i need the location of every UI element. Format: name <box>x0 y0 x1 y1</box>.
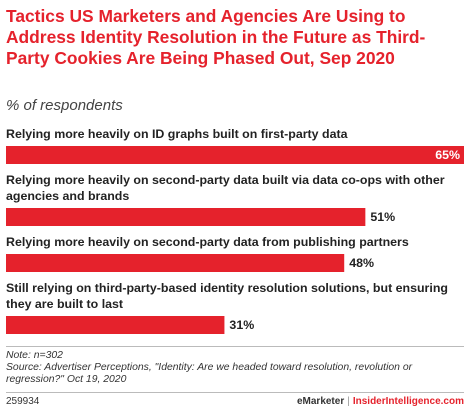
brand-insider: InsiderIntelligence.com <box>352 396 464 407</box>
category-label-2-line-2: agencies and brands <box>6 189 129 203</box>
category-label-3: Relying more heavily on second-party dat… <box>6 235 409 249</box>
bar-1 <box>6 146 464 164</box>
brand-logo: eMarketer | InsiderIntelligence.com <box>297 396 464 407</box>
category-label-2-line-1: Relying more heavily on second-party dat… <box>6 173 445 187</box>
note-text: Note: n=302 <box>6 350 63 361</box>
chart-subtitle: % of respondents <box>6 97 123 114</box>
bar-2 <box>6 208 366 226</box>
chart-notes: Note: n=302 Source: Advertiser Perceptio… <box>6 350 464 386</box>
value-label-1: 65% <box>435 148 460 162</box>
value-label-4: 31% <box>229 318 254 332</box>
chart-title: Tactics US Marketers and Agencies Are Us… <box>6 6 426 68</box>
source-text: Source: Advertiser Perceptions, "Identit… <box>6 362 413 385</box>
divider <box>6 346 464 347</box>
category-label-4-line-1: Still relying on third-party-based ident… <box>6 281 448 295</box>
brand-separator: | <box>347 396 350 407</box>
chart-id: 259934 <box>6 396 40 407</box>
bar-4 <box>6 316 225 334</box>
bar-3 <box>6 254 345 272</box>
brand-emarketer: eMarketer <box>296 396 345 407</box>
category-label-1: Relying more heavily on ID graphs built … <box>6 127 348 141</box>
footer-divider <box>6 392 464 393</box>
category-label-4-line-2: they are built to last <box>6 297 123 311</box>
bar-chart: Relying more heavily on ID graphs built … <box>6 127 464 334</box>
value-label-3: 48% <box>349 256 374 270</box>
value-label-2: 51% <box>370 210 395 224</box>
